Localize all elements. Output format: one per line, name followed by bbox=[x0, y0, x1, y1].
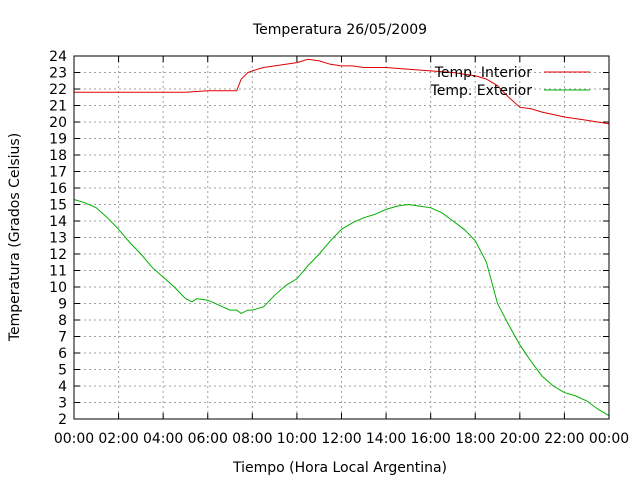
x-tick-label: 04:00 bbox=[143, 431, 183, 447]
legend-label-2: Temp. Exterior bbox=[430, 83, 533, 99]
y-tick-label: 6 bbox=[58, 346, 67, 362]
y-tick-label: 23 bbox=[49, 66, 67, 82]
y-tick-label: 2 bbox=[58, 412, 67, 428]
y-axis-title: Temperatura (Grados Celsius) bbox=[7, 133, 23, 342]
x-tick-label: 06:00 bbox=[188, 431, 228, 447]
x-tick-label: 14:00 bbox=[366, 431, 406, 447]
y-tick-label: 20 bbox=[49, 115, 67, 131]
series-line-2 bbox=[73, 199, 610, 417]
plot-area-frame bbox=[73, 55, 610, 420]
x-tick-label: 08:00 bbox=[232, 431, 272, 447]
y-tick-label: 21 bbox=[49, 99, 67, 115]
y-tick-label: 12 bbox=[49, 247, 67, 263]
y-tick-label: 22 bbox=[49, 82, 67, 98]
x-axis-tick-labels: 00:00 02:00 04:00 06:00 08:00 10:00 12:00 14:00… bbox=[54, 431, 629, 447]
y-tick-label: 18 bbox=[49, 148, 67, 164]
y-tick-label: 17 bbox=[49, 165, 67, 181]
y-tick-label: 3 bbox=[58, 396, 67, 412]
y-tick-label: 5 bbox=[58, 363, 67, 379]
x-tick-label: 18:00 bbox=[455, 431, 495, 447]
y-tick-label: 13 bbox=[49, 231, 67, 247]
x-tick-label: 12:00 bbox=[321, 431, 361, 447]
chart-title: Temperatura 26/05/2009 bbox=[252, 22, 427, 38]
y-tick-label: 14 bbox=[49, 214, 67, 230]
y-tick-label: 10 bbox=[49, 280, 67, 296]
legend-label-1: Temp. Interior bbox=[434, 65, 533, 81]
y-tick-label: 7 bbox=[58, 330, 67, 346]
y-tick-label: 16 bbox=[49, 181, 67, 197]
series-line-1 bbox=[74, 58, 610, 125]
y-tick-label: 15 bbox=[49, 198, 67, 214]
x-tick-label: 10:00 bbox=[277, 431, 317, 447]
x-tick-label: 00:00 bbox=[54, 431, 94, 447]
x-tick-label: 00:00 bbox=[589, 431, 629, 447]
grid-lines bbox=[74, 56, 609, 419]
y-tick-label: 19 bbox=[49, 132, 67, 148]
legend: Temp. Interior Temp. Exterior bbox=[430, 65, 590, 99]
x-tick-label: 02:00 bbox=[98, 431, 138, 447]
x-tick-label: 22:00 bbox=[544, 431, 584, 447]
y-tick-label: 4 bbox=[58, 379, 67, 395]
y-tick-label: 9 bbox=[58, 297, 67, 313]
y-tick-label: 24 bbox=[49, 49, 67, 65]
x-tick-label: 16:00 bbox=[410, 431, 450, 447]
x-tick-label: 20:00 bbox=[500, 431, 540, 447]
x-axis-title: Tiempo (Hora Local Argentina) bbox=[232, 460, 447, 476]
y-tick-label: 11 bbox=[49, 264, 67, 280]
y-tick-label: 8 bbox=[58, 313, 67, 329]
series-lines bbox=[73, 58, 610, 417]
